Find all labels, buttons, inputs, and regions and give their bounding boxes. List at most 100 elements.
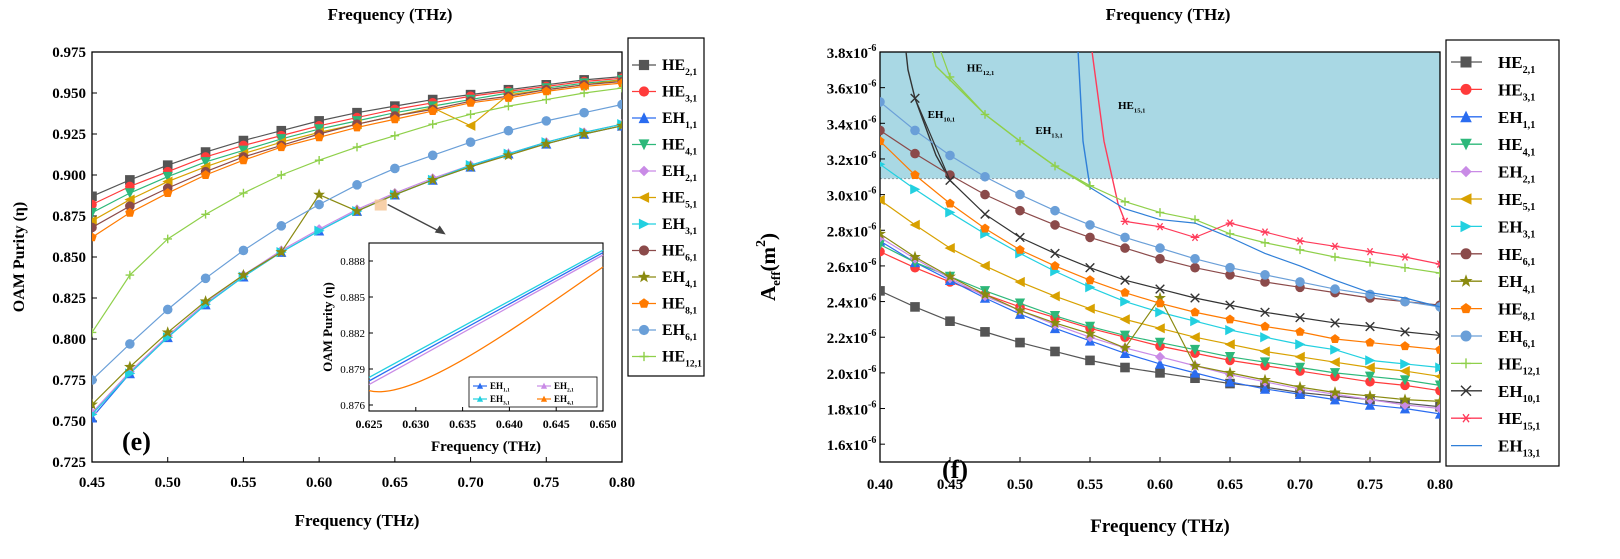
data-point-EH6,1 [1225, 262, 1235, 273]
data-point-HE4,1 [1329, 368, 1341, 379]
y-tick-exponent-f: -6 [868, 43, 876, 54]
data-point-EH2,1 [1434, 403, 1440, 414]
y-tick-label-e: 0.950 [52, 86, 86, 102]
data-point-EH6,1 [427, 150, 438, 161]
inset-legend-marker [476, 382, 484, 389]
data-point-HE8,1 [980, 223, 990, 233]
legend-label-HE3,1: HE3,1 [1498, 80, 1535, 103]
data-point-HE8,1 [200, 170, 211, 179]
x-tick-label-e: 0.65 [382, 475, 408, 491]
data-point-HE12,1 [1190, 215, 1200, 224]
legend-marker-EH4,1 [1459, 274, 1473, 287]
data-point-HE12,1 [314, 155, 324, 165]
data-point-EH3,1 [1225, 324, 1236, 336]
data-point-EH10,1 [1330, 318, 1340, 328]
data-point-EH1,1 [1119, 347, 1131, 359]
data-point-HE4,1 [200, 157, 211, 168]
data-point-HE5,1 [1119, 314, 1130, 325]
data-point-HE4,1 [1084, 321, 1096, 332]
legend-marker-HE15,1 [1461, 413, 1471, 423]
data-point-EH3,1 [1365, 355, 1376, 366]
x-tick-label-e: 0.75 [533, 475, 559, 491]
series-group-e [92, 71, 622, 423]
data-point-HE12,1 [466, 110, 475, 119]
series-line-EH13,1 [1089, 186, 1440, 308]
legend-label-HE8,1: HE8,1 [1498, 300, 1535, 323]
data-point-HE5,1 [1364, 362, 1375, 373]
data-point-EH4,1 [578, 127, 590, 140]
legend-marker-EH2,1 [638, 165, 650, 177]
data-point-HE12,1 [1295, 245, 1305, 255]
y-tick-exponent-f: -6 [868, 328, 876, 339]
data-point-EH6,1 [1050, 205, 1060, 216]
y-tick-label-e: 0.825 [52, 291, 86, 307]
inset-y-tick-label: 0.882 [340, 328, 365, 340]
series-line-EH10,1 [914, 98, 1440, 337]
data-point-HE8,1 [1050, 260, 1060, 270]
data-point-HE4,1 [1224, 352, 1236, 363]
legend-marker-HE8,1 [639, 298, 649, 308]
inset-x-tick-label: 0.640 [496, 417, 523, 431]
data-point-HE8,1 [880, 136, 885, 146]
annotation-EH13,1: EH13,1 [1035, 125, 1062, 139]
data-point-HE5,1 [1224, 339, 1235, 350]
data-point-EH1,1 [1259, 383, 1271, 394]
y-tick-label-f: 3.0x10 [827, 189, 868, 205]
data-point-EH6,1 [125, 339, 135, 349]
data-point-HE8,1 [1015, 244, 1025, 254]
y-tick-label-f: 1.6x10 [827, 438, 868, 454]
data-point-HE15,1 [1155, 222, 1165, 231]
data-point-EH10,1 [910, 93, 920, 104]
legend-marker-HE2,1 [1460, 56, 1472, 68]
data-point-EH10,1 [1155, 284, 1165, 294]
data-point-HE12,1 [125, 270, 135, 280]
data-point-HE8,1 [1295, 326, 1305, 336]
y-tick-label-e: 0.725 [52, 455, 86, 471]
legend-marker-EH1,1 [1460, 110, 1472, 123]
x-tick-label-e: 0.70 [457, 475, 483, 491]
legend-marker-EH1,1 [638, 112, 650, 124]
data-point-EH6,1 [276, 221, 287, 231]
inset-legend-label-EH3,1: EH3,1 [490, 394, 510, 407]
data-point-HE4,1 [92, 207, 98, 219]
data-point-HE5,1 [1434, 373, 1440, 380]
data-point-EH10,1 [1435, 330, 1440, 341]
panel-label-f: (f) [942, 455, 968, 484]
data-point-EH6,1 [1190, 253, 1200, 264]
data-point-EH4,1 [237, 268, 250, 281]
data-point-HE12,1 [1435, 268, 1440, 278]
legend-label-HE12,1: HE12,1 [662, 349, 702, 370]
series-line-HE12,1 [940, 52, 1440, 274]
x-tick-label-f: 0.75 [1357, 477, 1383, 493]
data-point-EH4,1 [1294, 380, 1306, 393]
data-point-HE8,1 [465, 97, 476, 107]
data-point-EH1,1 [1329, 394, 1341, 405]
data-point-HE5,1 [1329, 357, 1340, 368]
data-point-HE12,1 [1225, 229, 1235, 239]
data-point-EH10,1 [1120, 275, 1130, 285]
data-point-HE6,1 [880, 125, 885, 136]
data-point-EH4,1 [1399, 393, 1411, 405]
legend-marker-HE4,1 [638, 139, 650, 151]
data-point-HE5,1 [1294, 351, 1305, 362]
data-point-EH6,1 [1015, 189, 1025, 200]
inset-y-tick-label: 0.876 [340, 400, 365, 412]
data-point-HE2,1 [1155, 368, 1165, 378]
data-point-EH10,1 [1050, 248, 1060, 259]
data-point-HE12,1 [1330, 252, 1340, 262]
data-point-HE12,1 [92, 328, 97, 337]
data-point-HE8,1 [428, 106, 438, 115]
inset-legend-label-EH4,1: EH4,1 [554, 394, 574, 407]
data-point-HE12,1 [1365, 258, 1375, 267]
x-tick-label-f: 0.70 [1287, 477, 1313, 493]
data-point-EH6,1 [314, 199, 324, 210]
data-point-HE8,1 [92, 232, 97, 242]
data-point-HE8,1 [1085, 275, 1095, 285]
legend-label-EH2,1: EH2,1 [1498, 163, 1535, 186]
legend-marker-HE12,1 [1461, 358, 1471, 369]
data-point-EH1,1 [1364, 399, 1376, 410]
x-axis-label-f: Frequency (THz) [1090, 516, 1230, 537]
data-point-EH6,1 [1295, 277, 1305, 287]
inset-legend-label-EH1,1: EH1,1 [490, 381, 510, 394]
data-point-HE15,1 [1260, 228, 1270, 236]
